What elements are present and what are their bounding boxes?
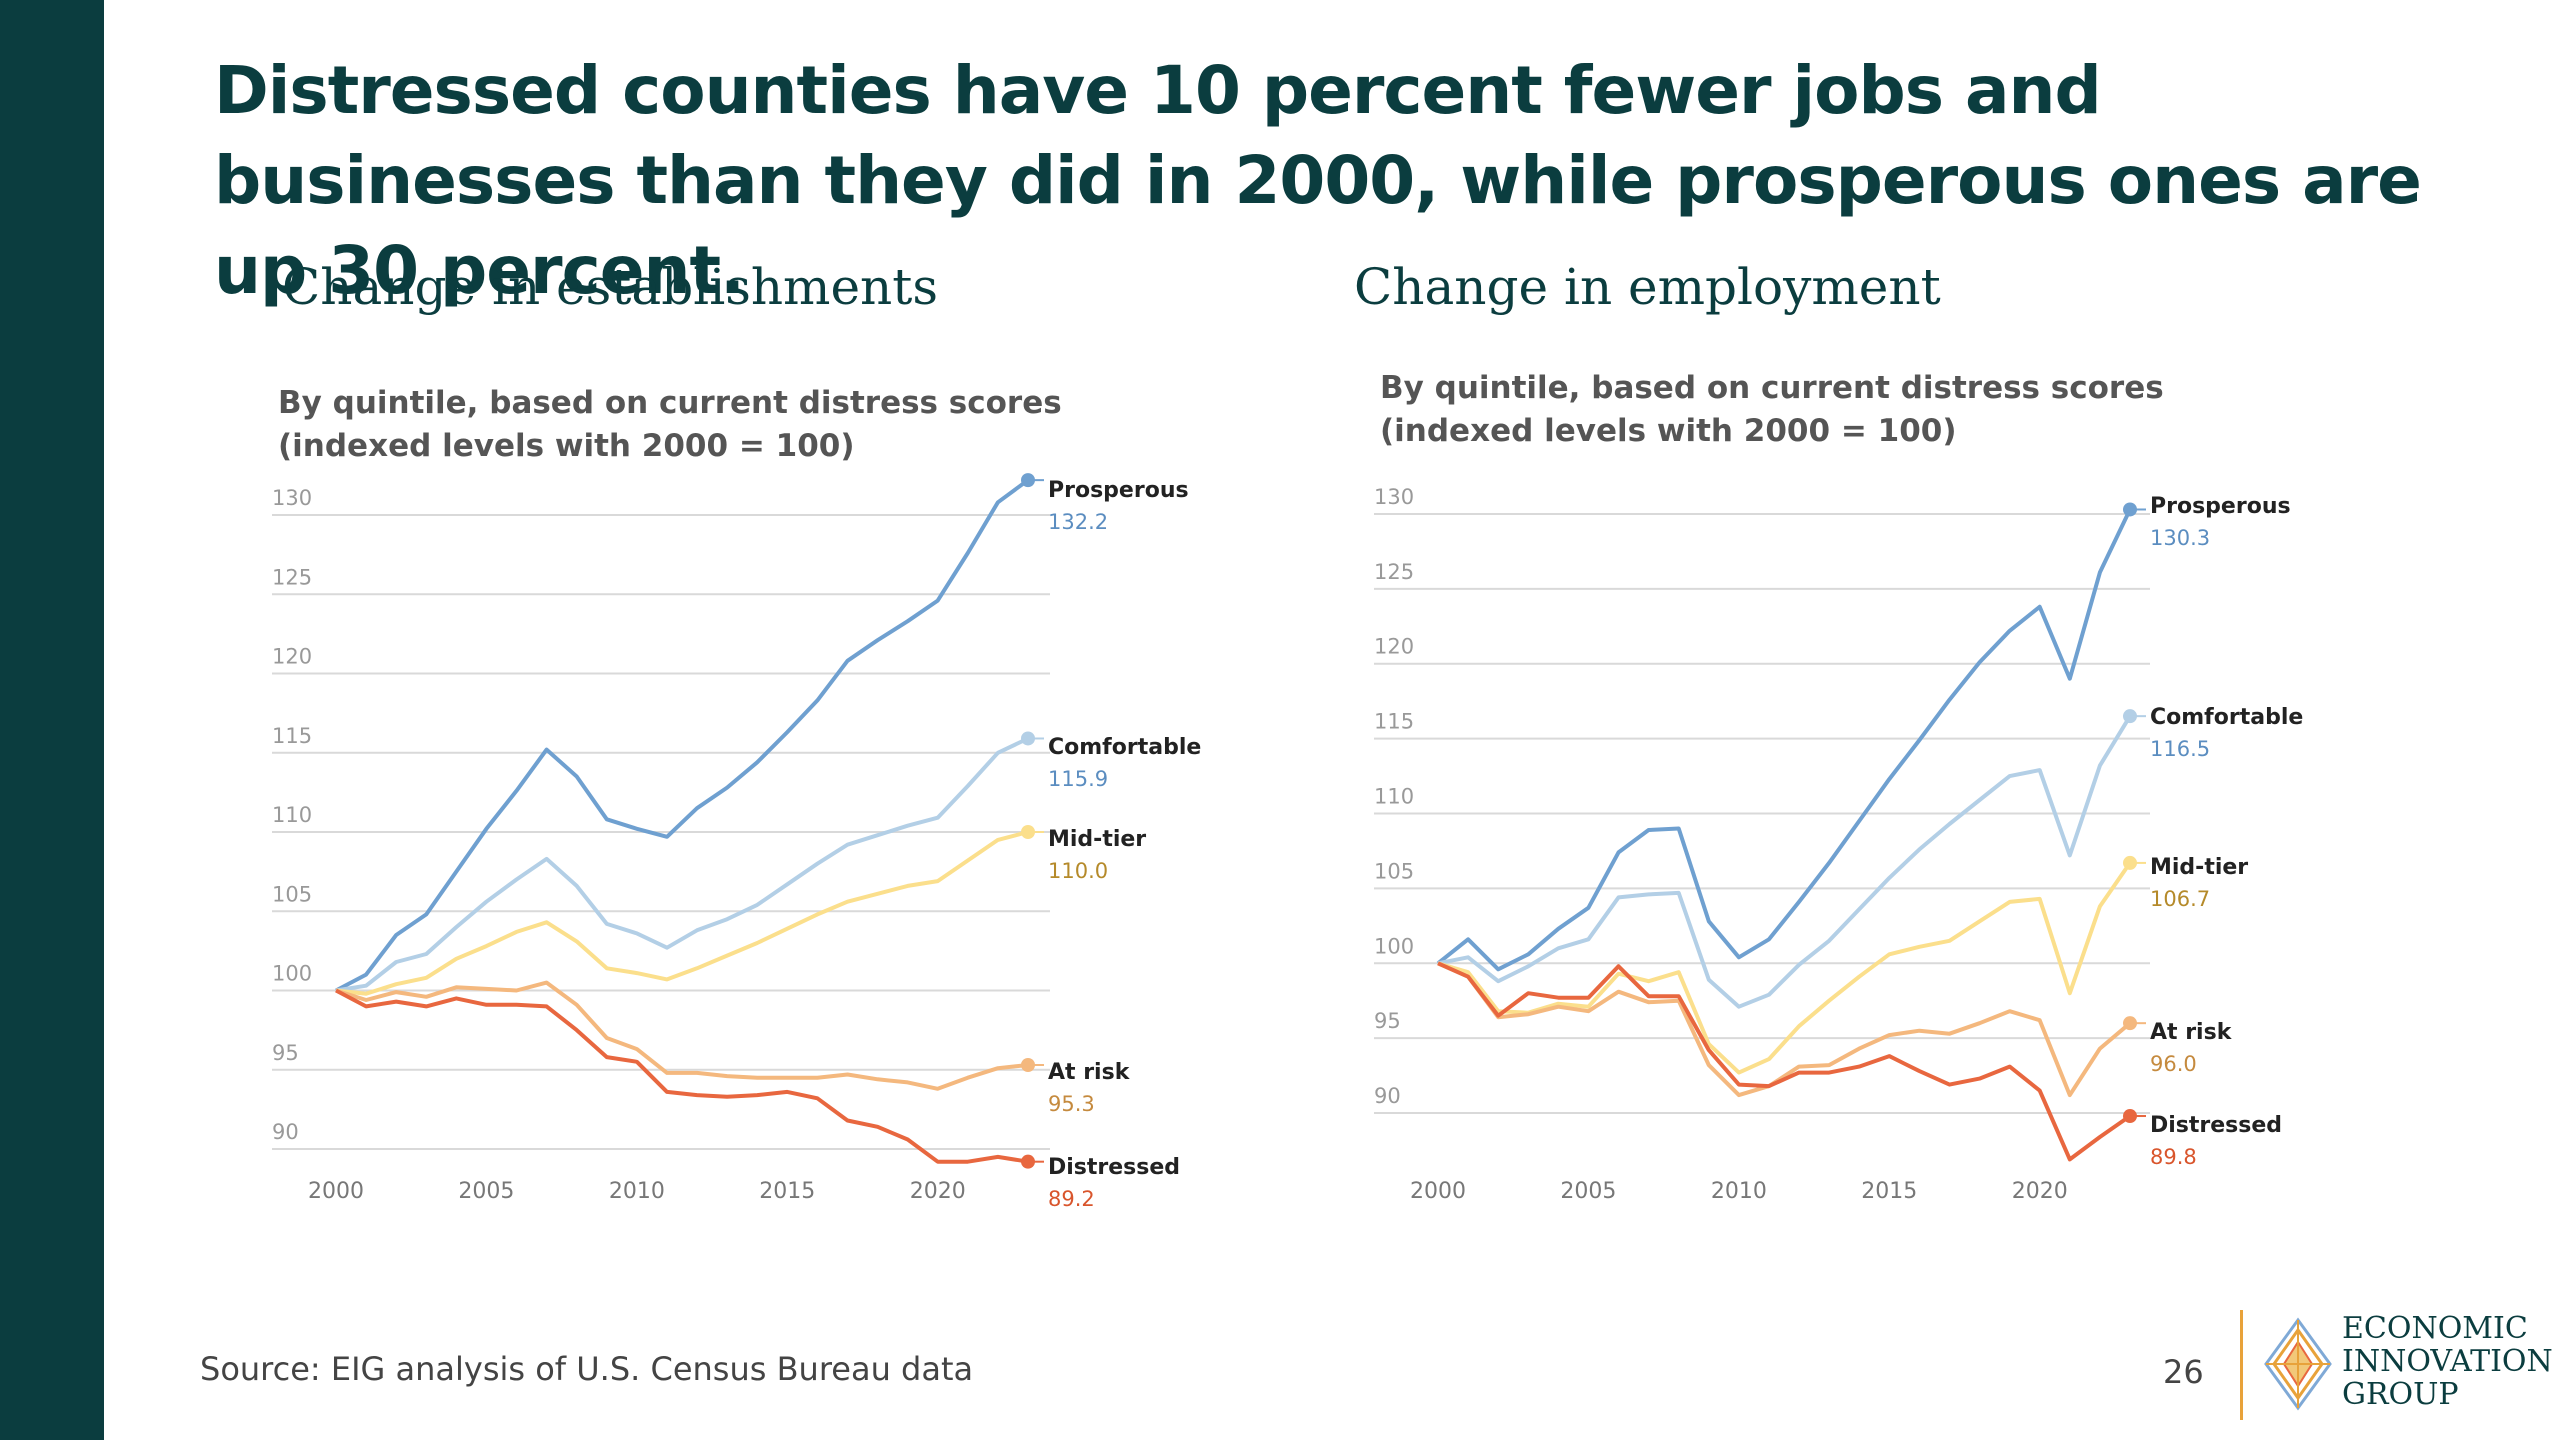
at-risk-series-line	[335, 980, 1029, 1091]
prosperous-series-name-label: Prosperous	[1048, 478, 1189, 503]
x-tick-label: 2015	[1861, 1179, 1917, 1204]
x-tick-label: 2000	[308, 1179, 364, 1204]
sidebar-accent-bar	[0, 0, 104, 1440]
x-tick-label: 2020	[910, 1179, 966, 1204]
distressed-end-value-label: 89.2	[1048, 1187, 1095, 1211]
prosperous-end-value-label: 132.2	[1048, 510, 1108, 534]
y-tick-label: 100	[1374, 934, 1414, 958]
y-tick-label: 125	[272, 565, 312, 589]
y-tick-label: 120	[1374, 635, 1414, 659]
y-tick-label: 95	[1374, 1009, 1401, 1033]
at-risk-series-line	[1437, 961, 2132, 1098]
y-tick-label: 130	[1374, 485, 1414, 509]
logo-line-2: INNOVATION	[2342, 1344, 2553, 1379]
at-risk-series-name-label: At risk	[1048, 1060, 1131, 1085]
distressed-series-name-label: Distressed	[1048, 1155, 1180, 1180]
at-risk-end-value-label: 95.3	[1048, 1092, 1095, 1116]
comfortable-series-name-label: Comfortable	[2150, 705, 2303, 730]
x-tick-label: 2015	[759, 1179, 815, 1204]
y-tick-label: 100	[272, 962, 312, 986]
y-tick-label: 115	[1374, 710, 1414, 734]
y-tick-label: 105	[272, 882, 312, 906]
distressed-series-name-label: Distressed	[2150, 1113, 2282, 1138]
subtitle-line-1: By quintile, based on current distress s…	[278, 385, 1062, 421]
eig-logo-wordmark: ECONOMIC INNOVATION GROUP	[2342, 1312, 2553, 1411]
comfortable-series-line	[1437, 715, 2132, 1009]
prosperous-series-line	[335, 478, 1030, 993]
y-tick-label: 90	[1374, 1084, 1401, 1108]
source-note: Source: EIG analysis of U.S. Census Bure…	[200, 1350, 974, 1388]
comfortable-end-value-label: 116.5	[2150, 737, 2210, 761]
employment-panel-title: Change in employment	[1354, 258, 1941, 316]
x-tick-label: 2005	[1560, 1179, 1616, 1204]
x-tick-label: 2005	[458, 1179, 514, 1204]
y-tick-label: 110	[272, 803, 312, 827]
mid-tier-series-name-label: Mid-tier	[1048, 827, 1146, 852]
logo-line-1: ECONOMIC	[2342, 1311, 2528, 1346]
subtitle-line-2: (indexed levels with 2000 = 100)	[278, 428, 855, 464]
at-risk-end-value-label: 96.0	[2150, 1052, 2197, 1076]
at-risk-series-name-label: At risk	[2150, 1020, 2233, 1045]
x-tick-label: 2010	[1711, 1179, 1767, 1204]
comfortable-end-value-label: 115.9	[1048, 767, 1108, 791]
prosperous-series-name-label: Prosperous	[2150, 494, 2291, 519]
distressed-series-line	[335, 988, 1029, 1164]
y-tick-label: 115	[272, 724, 312, 748]
eig-diamond-logo-icon	[2264, 1317, 2332, 1411]
mid-tier-series-name-label: Mid-tier	[2150, 855, 2248, 880]
comfortable-series-name-label: Comfortable	[1048, 735, 1201, 760]
mid-tier-series-line	[335, 830, 1029, 996]
prosperous-series-line	[1436, 508, 2132, 972]
distressed-series-line	[1437, 961, 2132, 1162]
mid-tier-end-value-label: 110.0	[1048, 859, 1108, 883]
headline: Distressed counties have 10 percent fewe…	[214, 52, 2422, 309]
mid-tier-end-value-label: 106.7	[2150, 887, 2210, 911]
x-tick-label: 2000	[1410, 1179, 1466, 1204]
subtitle-line-1: By quintile, based on current distress s…	[1380, 370, 2164, 406]
y-tick-label: 130	[272, 486, 312, 510]
y-tick-label: 95	[272, 1041, 299, 1065]
page-number: 26	[2163, 1353, 2204, 1391]
distressed-end-value-label: 89.8	[2150, 1145, 2197, 1169]
subtitle-line-2: (indexed levels with 2000 = 100)	[1380, 413, 1957, 449]
employment-chart-subtitle: By quintile, based on current distress s…	[1380, 367, 2164, 453]
y-tick-label: 105	[1374, 859, 1414, 883]
x-tick-label: 2010	[609, 1179, 665, 1204]
establishments-chart-subtitle: By quintile, based on current distress s…	[278, 382, 1062, 468]
prosperous-end-value-label: 130.3	[2150, 526, 2210, 550]
establishments-panel-title: Change in establishments	[282, 258, 939, 316]
comfortable-series-line	[335, 736, 1029, 993]
y-tick-label: 125	[1374, 560, 1414, 584]
logo-divider	[2240, 1310, 2243, 1420]
y-tick-label: 120	[272, 645, 312, 669]
y-tick-label: 90	[272, 1120, 299, 1144]
mid-tier-series-line	[1437, 861, 2132, 1075]
x-tick-label: 2020	[2012, 1179, 2068, 1204]
logo-line-3: GROUP	[2342, 1377, 2459, 1412]
y-tick-label: 110	[1374, 785, 1414, 809]
